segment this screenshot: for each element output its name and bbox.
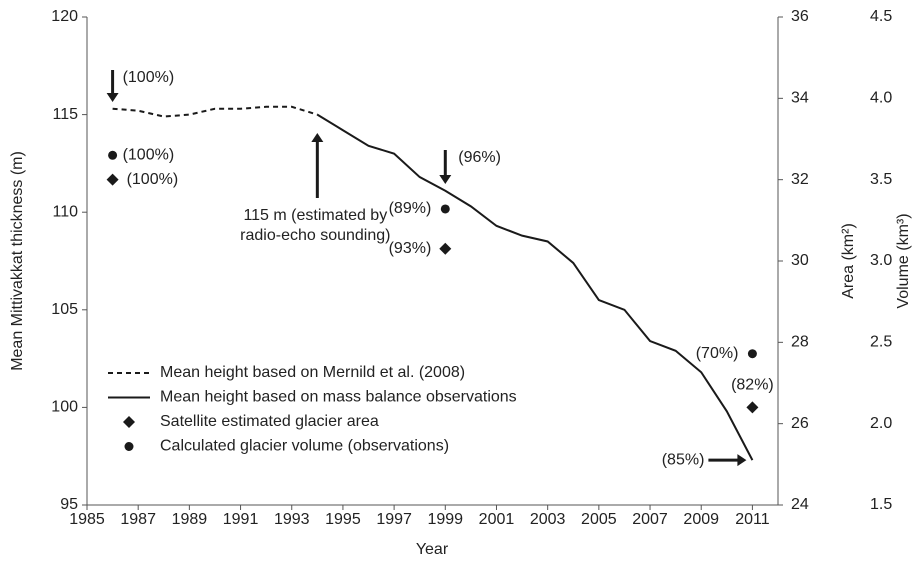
- x-axis-title: Year: [416, 541, 449, 558]
- arrow-head: [311, 133, 324, 142]
- point-diamond: [106, 173, 119, 186]
- y2-tick-label: 30: [791, 252, 809, 269]
- x-tick-label: 2003: [530, 511, 566, 528]
- x-tick-label: 2009: [683, 511, 719, 528]
- y-tick-label: 115: [52, 106, 78, 123]
- y3-tick-label: 2.0: [870, 415, 892, 432]
- point-diamond: [439, 242, 452, 255]
- line-series: [316, 113, 754, 461]
- x-tick-label: 2011: [735, 511, 770, 528]
- y-tick-label: 120: [51, 8, 78, 25]
- x-tick-label: 1991: [223, 511, 259, 528]
- x-tick-label: 2005: [581, 511, 617, 528]
- point-label: (100%): [127, 171, 179, 188]
- point-circle: [108, 150, 118, 160]
- y-tick-label: 95: [60, 496, 78, 513]
- x-tick-label: 1985: [69, 511, 105, 528]
- x-tick-label: 1989: [172, 511, 208, 528]
- x-tick-label: 1995: [325, 511, 361, 528]
- y2-tick-label: 32: [791, 171, 809, 188]
- y3-tick-label: 4.0: [870, 90, 892, 107]
- arrow-label: (85%): [662, 451, 705, 468]
- y-tick-label: 105: [51, 301, 78, 318]
- y2-tick-label: 28: [791, 334, 809, 351]
- x-tick-label: 1993: [274, 511, 310, 528]
- point-circle: [440, 204, 450, 214]
- point-label: (70%): [696, 345, 739, 362]
- legend-label: Calculated glacier volume (observations): [160, 438, 449, 455]
- arrow-head: [106, 93, 119, 102]
- y2-tick-label: 26: [791, 415, 809, 432]
- y3-tick-label: 1.5: [870, 496, 892, 513]
- point-diamond: [746, 401, 759, 414]
- y-tick-label: 100: [51, 399, 78, 416]
- x-tick-label: 2007: [632, 511, 668, 528]
- arrow-label: (100%): [123, 69, 175, 86]
- y-axis-title: Mean Mittivakkat thickness (m): [9, 151, 26, 371]
- legend-label: Mean height based on mass balance observ…: [160, 389, 517, 406]
- point-label: (89%): [389, 200, 432, 217]
- note-line: 115 m (estimated by: [243, 207, 387, 224]
- y3-tick-label: 3.5: [870, 171, 892, 188]
- y-tick-label: 110: [52, 203, 78, 220]
- note-line: radio-echo sounding): [240, 227, 390, 244]
- arrow-head: [737, 454, 747, 467]
- y3-tick-label: 4.5: [870, 8, 892, 25]
- x-tick-label: 1997: [376, 511, 412, 528]
- y3-tick-label: 2.5: [870, 334, 892, 351]
- legend-label: Mean height based on Mernild et al. (200…: [160, 364, 465, 381]
- line-series: [112, 105, 318, 118]
- legend-symbol: [123, 416, 135, 428]
- arrow-label: (96%): [458, 149, 501, 166]
- y2-tick-label: 24: [791, 496, 809, 513]
- x-tick-label: 2001: [479, 511, 515, 528]
- point-circle: [747, 349, 757, 359]
- arrow-head: [439, 175, 452, 184]
- x-tick-label: 1987: [120, 511, 156, 528]
- y2-tick-label: 36: [791, 8, 809, 25]
- legend-symbol: [124, 442, 134, 451]
- y2-tick-label: 34: [791, 90, 809, 107]
- y3-axis-title: Volume (km³): [895, 213, 912, 308]
- x-tick-label: 1999: [427, 511, 463, 528]
- point-label: (82%): [731, 377, 774, 394]
- y2-axis-title: Area (km²): [840, 223, 857, 299]
- point-label: (100%): [123, 146, 175, 163]
- point-label: (93%): [389, 240, 432, 257]
- y3-tick-label: 3.0: [870, 252, 892, 269]
- legend-label: Satellite estimated glacier area: [160, 413, 379, 430]
